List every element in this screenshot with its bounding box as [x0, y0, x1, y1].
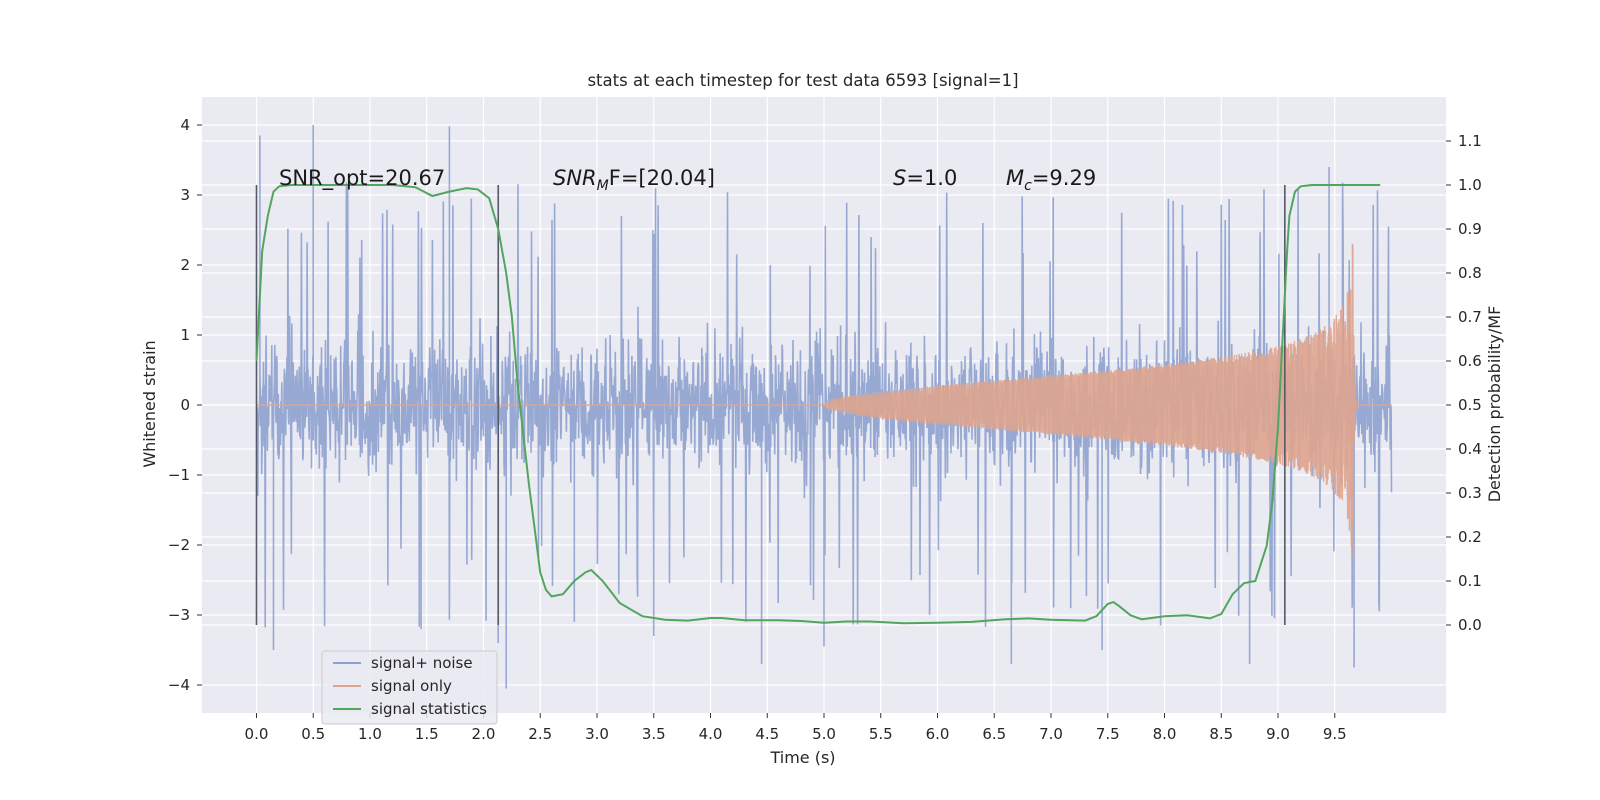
- x-axis-label: Time (s): [769, 748, 835, 767]
- annotation-s-tail: =1.0: [906, 166, 957, 190]
- x-tick-label: 2.0: [472, 725, 496, 743]
- x-tick-label: 5.0: [812, 725, 836, 743]
- y-axis-label-left: Whitened strain: [140, 340, 159, 467]
- y-tick-label-left: 3: [180, 186, 190, 204]
- y-tick-label-left: 1: [180, 326, 190, 344]
- x-tick-label: 7.0: [1039, 725, 1063, 743]
- signal-statistics-line: [255, 184, 1381, 625]
- y-tick-label-right: 1.0: [1458, 176, 1482, 194]
- x-tick-label: 3.5: [642, 725, 666, 743]
- annotation-mc-main: M: [1006, 166, 1024, 190]
- annotation-mc-sub: c: [1024, 178, 1032, 194]
- legend-entry-signal-plus-noise: signal+ noise: [371, 654, 473, 672]
- y-tick-label-left: −2: [168, 536, 190, 554]
- x-tick-label: 4.5: [755, 725, 779, 743]
- y-tick-label-left: −1: [168, 466, 190, 484]
- y-axis-left-ticks: 4 3 2 1 0 −1 −2 −3 −4: [168, 116, 202, 694]
- y-tick-label-right: 0.0: [1458, 616, 1482, 634]
- x-tick-label: 1.5: [415, 725, 439, 743]
- x-tick-label: 1.0: [358, 725, 382, 743]
- x-tick-label: 0.0: [245, 725, 269, 743]
- x-tick-label: 6.5: [982, 725, 1006, 743]
- y-axis-right-ticks: 1.1 1.0 0.9 0.8 0.7 0.6 0.5 0.4 0.3 0.2 0.1 0.0: [1446, 132, 1482, 634]
- signal-plus-noise-line: [255, 125, 1393, 689]
- y-tick-label-right: 0.1: [1458, 572, 1482, 590]
- y-tick-label-right: 0.3: [1458, 484, 1482, 502]
- x-tick-label: 8.5: [1209, 725, 1233, 743]
- signal-only-line: [256, 243, 1392, 558]
- annotation-s-main: S: [893, 166, 906, 190]
- x-tick-label: 0.5: [301, 725, 325, 743]
- annotation-snr-mf-main: SNR: [553, 166, 597, 190]
- y-tick-label-right: 0.7: [1458, 308, 1482, 326]
- y-tick-label-right: 0.9: [1458, 220, 1482, 238]
- x-tick-label: 3.0: [585, 725, 609, 743]
- x-tick-label: 5.5: [869, 725, 893, 743]
- y-tick-label-left: 0: [180, 396, 190, 414]
- y-tick-label-right: 0.2: [1458, 528, 1482, 546]
- annotation-snr-mf: SNRMF=[20.04]: [553, 166, 715, 194]
- y-tick-label-right: 1.1: [1458, 132, 1482, 150]
- annotation-snr-opt: SNR_opt=20.67: [279, 166, 445, 191]
- chart-title: stats at each timestep for test data 659…: [587, 71, 1018, 90]
- y-tick-label-right: 0.8: [1458, 264, 1482, 282]
- legend-entry-signal-statistics: signal statistics: [371, 700, 487, 718]
- y-tick-label-left: 4: [180, 116, 190, 134]
- y-axis-label-right: Detection probability/MF: [1485, 306, 1504, 503]
- legend-entry-signal-only: signal only: [371, 677, 452, 695]
- annotation-mc: Mc=9.29: [1006, 166, 1096, 194]
- series-signal-statistics: [255, 184, 1381, 625]
- y-tick-label-left: −3: [168, 606, 190, 624]
- series-signal-plus-noise: [255, 125, 1393, 689]
- x-tick-label: 9.0: [1266, 725, 1290, 743]
- series-signal-only: [256, 243, 1392, 558]
- x-tick-label: 2.5: [528, 725, 552, 743]
- x-tick-label: 8.0: [1153, 725, 1177, 743]
- x-axis-ticks: 0.0 0.5 1.0 1.5 2.0 2.5 3.0 3.5 4.0 4.5 5.0 5.5 6.0 6…: [245, 713, 1347, 743]
- legend-box: [321, 650, 498, 725]
- y-tick-label-right: 0.6: [1458, 352, 1482, 370]
- annotation-mc-tail: =9.29: [1032, 166, 1096, 190]
- x-tick-label: 7.5: [1096, 725, 1120, 743]
- annotation-snr-mf-sub: M: [597, 178, 609, 194]
- x-tick-label: 9.5: [1323, 725, 1347, 743]
- annotation-s: S=1.0: [893, 166, 957, 190]
- y-tick-label-left: 2: [180, 256, 190, 274]
- y-tick-label-right: 0.5: [1458, 396, 1482, 414]
- annotation-snr-mf-tail: F=[20.04]: [609, 166, 715, 190]
- legend: signal+ noise signal only signal statist…: [321, 650, 498, 725]
- vertical-markers: [255, 185, 1286, 625]
- x-tick-label: 4.0: [699, 725, 723, 743]
- y-tick-label-left: −4: [168, 676, 190, 694]
- x-tick-label: 6.0: [926, 725, 950, 743]
- y-tick-label-right: 0.4: [1458, 440, 1482, 458]
